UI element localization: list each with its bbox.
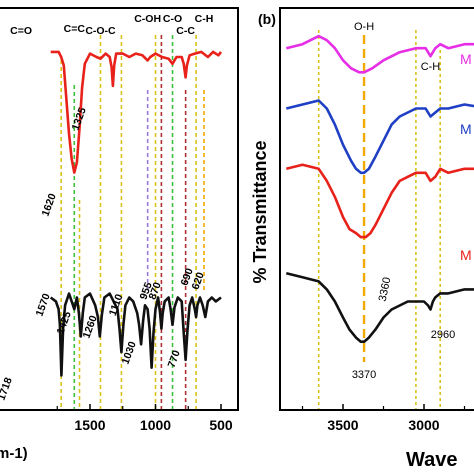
legend-label-b: M <box>460 121 472 137</box>
band-label-b: C-H <box>421 61 441 73</box>
band-label-a: C-O-C <box>85 25 116 37</box>
series-line-a <box>49 292 222 377</box>
peak-label-a: 1425 <box>55 310 74 336</box>
legend-label-b: M <box>460 51 472 67</box>
peak-label-a: 1620 <box>40 192 59 218</box>
band-label-a: C=C <box>64 23 86 35</box>
plot-frame-a <box>0 7 239 411</box>
series-line-b <box>285 34 474 74</box>
peak-label-b: 3370 <box>352 369 376 381</box>
band-label-a: C=O <box>10 25 32 37</box>
x-axis-label-b: Wave <box>406 449 458 471</box>
peak-label-a: 1325 <box>70 106 89 132</box>
peak-label-a: 1718 <box>0 376 15 402</box>
x-tick-label-a: 1500 <box>74 417 105 433</box>
peak-label-a: 1570 <box>34 292 53 318</box>
legend-label-b: M <box>460 247 472 263</box>
band-label-a: C-OH <box>134 13 161 25</box>
peak-label-a: 690 <box>179 267 196 288</box>
y-axis-label-b: % Transmittance <box>250 140 270 283</box>
x-tick-label-a: 1000 <box>140 417 171 433</box>
panel-tag-b: (b) <box>258 11 276 27</box>
peak-label-a: 620 <box>190 271 207 292</box>
series-line-a <box>50 50 223 174</box>
x-tick-label-b: 3000 <box>408 417 439 433</box>
x-tick-label-a: 500 <box>209 417 233 433</box>
peak-label-a: 955 <box>138 281 155 302</box>
x-tick-label-b: 3500 <box>327 417 358 433</box>
peak-label-b: 2960 <box>431 329 455 341</box>
plot-frame-b <box>279 7 474 411</box>
peak-label-a: 870 <box>147 281 164 302</box>
band-label-a: C-H <box>195 13 214 25</box>
series-line-b <box>285 99 474 175</box>
x-axis-label-a: m-1) <box>0 445 28 462</box>
peak-label-a: 770 <box>166 349 183 370</box>
band-label-b: O-H <box>354 21 374 33</box>
series-line-b <box>285 163 474 239</box>
series-line-b <box>285 272 474 344</box>
band-label-a: C-O <box>163 13 182 25</box>
peak-label-b: 3360 <box>377 276 394 302</box>
band-label-a: C-C <box>176 25 195 37</box>
